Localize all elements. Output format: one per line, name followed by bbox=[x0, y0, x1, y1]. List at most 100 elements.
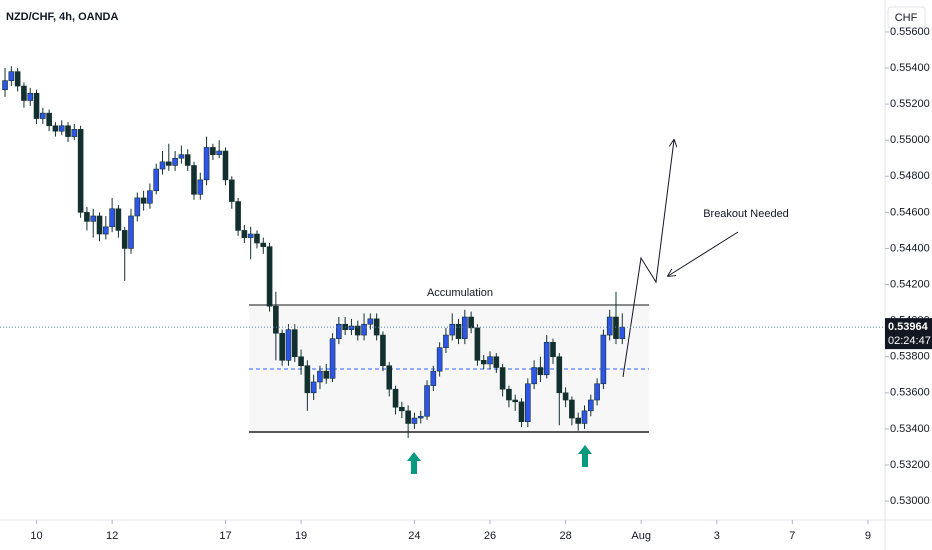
candle-body bbox=[405, 410, 411, 424]
candle-body bbox=[115, 208, 122, 231]
candle-body bbox=[329, 338, 336, 379]
x-tick-label: 9 bbox=[865, 530, 871, 542]
candle-body bbox=[380, 334, 386, 367]
support-arrow bbox=[407, 452, 421, 474]
candle-body bbox=[474, 327, 481, 361]
candle-body bbox=[323, 370, 330, 379]
candle-body bbox=[184, 154, 191, 166]
x-tick-label: 26 bbox=[484, 530, 496, 542]
candle-body bbox=[392, 388, 399, 408]
y-tick-label: 0.53000 bbox=[890, 495, 930, 507]
y-tick-label: 0.54600 bbox=[890, 206, 930, 218]
candle-body bbox=[216, 150, 222, 155]
candle-body bbox=[512, 399, 519, 403]
candle-body bbox=[562, 392, 569, 401]
candle-body bbox=[336, 323, 342, 339]
breakout-label: Breakout Needed bbox=[703, 208, 789, 220]
candle-body bbox=[399, 406, 405, 412]
candle-body bbox=[291, 329, 298, 358]
candle-body bbox=[480, 360, 487, 365]
candle-body bbox=[600, 334, 607, 385]
y-tick-label: 0.53800 bbox=[890, 351, 930, 363]
y-tick-label: 0.55400 bbox=[890, 62, 930, 74]
candle-body bbox=[430, 370, 437, 386]
y-tick-label: 0.55600 bbox=[890, 26, 930, 38]
candle-body bbox=[556, 356, 563, 394]
candle-body bbox=[84, 212, 90, 222]
symbol-title: NZD/CHF, 4h, OANDA bbox=[6, 11, 119, 23]
candle-body bbox=[518, 401, 525, 422]
candle-body bbox=[96, 215, 103, 235]
candle-body bbox=[569, 399, 575, 419]
candle-body bbox=[90, 215, 97, 222]
candle-body bbox=[14, 71, 21, 87]
candle-body bbox=[121, 230, 128, 249]
candle-body bbox=[27, 92, 34, 101]
candle-body bbox=[348, 325, 355, 330]
candle-body bbox=[266, 246, 273, 307]
candle-body bbox=[241, 230, 248, 238]
candle-body bbox=[228, 179, 235, 202]
candle-body bbox=[613, 316, 619, 339]
candle-body bbox=[191, 165, 197, 195]
candle-body bbox=[71, 129, 78, 137]
candle-body bbox=[46, 112, 52, 127]
candle-body bbox=[134, 197, 141, 217]
y-tick-label: 0.55200 bbox=[890, 98, 930, 110]
price-badge bbox=[885, 318, 932, 350]
candle-body bbox=[487, 356, 493, 365]
candle-body bbox=[178, 154, 185, 159]
candle-body bbox=[462, 316, 468, 339]
candle-body bbox=[361, 323, 367, 336]
x-tick-label: 7 bbox=[789, 530, 795, 542]
candle-body bbox=[587, 399, 594, 412]
candle-body bbox=[247, 233, 254, 238]
candle-body bbox=[373, 318, 380, 336]
candle-body bbox=[436, 347, 443, 372]
candle-body bbox=[52, 125, 59, 132]
x-tick-label: 12 bbox=[106, 530, 118, 542]
y-tick-label: 0.53400 bbox=[890, 423, 930, 435]
candle-body bbox=[310, 381, 317, 394]
candle-body bbox=[354, 325, 361, 336]
y-tick-label: 0.54200 bbox=[890, 278, 930, 290]
candle-body bbox=[65, 125, 71, 137]
candle-body bbox=[128, 215, 134, 249]
candle-body bbox=[386, 365, 393, 390]
candle-body bbox=[581, 410, 588, 424]
candle-body bbox=[285, 329, 292, 361]
candle-body bbox=[147, 190, 153, 204]
currency-button[interactable] bbox=[887, 6, 926, 29]
y-tick-label: 0.54400 bbox=[890, 242, 930, 254]
candle-body bbox=[210, 147, 216, 155]
candle-body bbox=[468, 316, 474, 329]
candle-body bbox=[153, 168, 160, 192]
candle-body bbox=[455, 323, 462, 339]
candle-body bbox=[499, 367, 506, 390]
candle-body bbox=[235, 201, 241, 231]
candle-body bbox=[317, 370, 323, 383]
candle-body bbox=[254, 233, 260, 244]
x-tick-label: Aug bbox=[631, 530, 651, 542]
projection-arrow bbox=[622, 140, 674, 378]
candle-body bbox=[575, 417, 581, 424]
candle-body bbox=[493, 356, 500, 368]
candle-body bbox=[8, 71, 15, 81]
candle-body bbox=[537, 367, 544, 376]
currency-button-label[interactable]: CHF bbox=[895, 12, 918, 24]
candle-body bbox=[449, 323, 456, 336]
x-tick-label: 3 bbox=[714, 530, 720, 542]
candle-body bbox=[172, 157, 178, 166]
candle-body bbox=[222, 150, 229, 181]
candle-body bbox=[417, 415, 424, 419]
candle-body bbox=[506, 388, 512, 401]
candle-body bbox=[33, 92, 40, 119]
candle-body bbox=[443, 334, 449, 348]
candle-body bbox=[197, 179, 204, 195]
candle-body bbox=[619, 326, 626, 339]
candle-body bbox=[77, 129, 84, 213]
price-badge-label: 0.53964 bbox=[888, 321, 929, 333]
candle-body bbox=[543, 341, 550, 376]
pointer-arrow bbox=[668, 231, 739, 276]
candle-body bbox=[606, 316, 613, 336]
